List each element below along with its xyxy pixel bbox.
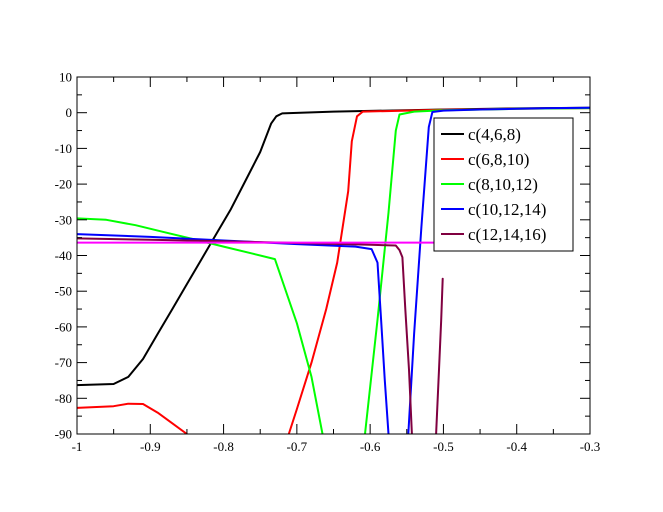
- series-line-5: [77, 233, 390, 434]
- plot-lines: [77, 106, 590, 434]
- x-tick-label: -0.4: [506, 439, 527, 454]
- x-tick-label: -0.6: [360, 439, 381, 454]
- legend-label: c(4,6,8): [468, 125, 521, 144]
- legend-label: c(8,10,12): [468, 175, 538, 194]
- y-tick-label: -10: [55, 141, 72, 156]
- legend-label: c(10,12,14): [468, 200, 546, 219]
- x-tick-label: -1: [72, 439, 83, 454]
- y-tick-label: -40: [55, 248, 72, 263]
- y-tick-labels: 10 0 -10 -20 -30 -40 -50 -60 -70 -80 -90: [55, 70, 72, 442]
- y-tick-label: -50: [55, 284, 72, 299]
- series-line-3: [77, 217, 324, 434]
- axis-ticks: [76, 76, 591, 435]
- x-tick-labels: -1 -0.9 -0.8 -0.7 -0.6 -0.5 -0.4 -0.3: [72, 439, 601, 454]
- x-tick-label: -0.7: [287, 439, 308, 454]
- x-tick-label: -0.3: [580, 439, 601, 454]
- series-line-0: [77, 106, 590, 387]
- legend: c(4,6,8) c(6,8,10) c(8,10,12) c(10,12,14) c(…: [433, 117, 574, 252]
- y-tick-label: -70: [55, 355, 72, 370]
- y-tick-label: -30: [55, 212, 72, 227]
- y-tick-label: -20: [55, 177, 72, 192]
- series-line-8: [435, 277, 444, 434]
- legend-label: c(6,8,10): [468, 150, 529, 169]
- y-tick-label: 0: [66, 105, 73, 120]
- y-tick-label: -90: [55, 427, 72, 442]
- x-tick-label: -0.5: [433, 439, 454, 454]
- series-line-1: [77, 402, 188, 434]
- series-line-6: [407, 106, 590, 434]
- legend-label: c(12,14,16): [468, 225, 546, 244]
- y-tick-label: -80: [55, 391, 72, 406]
- y-tick-label: -60: [55, 319, 72, 334]
- x-tick-label: -0.8: [213, 439, 234, 454]
- y-tick-label: 10: [59, 70, 72, 85]
- series-line-7: [77, 237, 413, 434]
- x-tick-label: -0.9: [140, 439, 161, 454]
